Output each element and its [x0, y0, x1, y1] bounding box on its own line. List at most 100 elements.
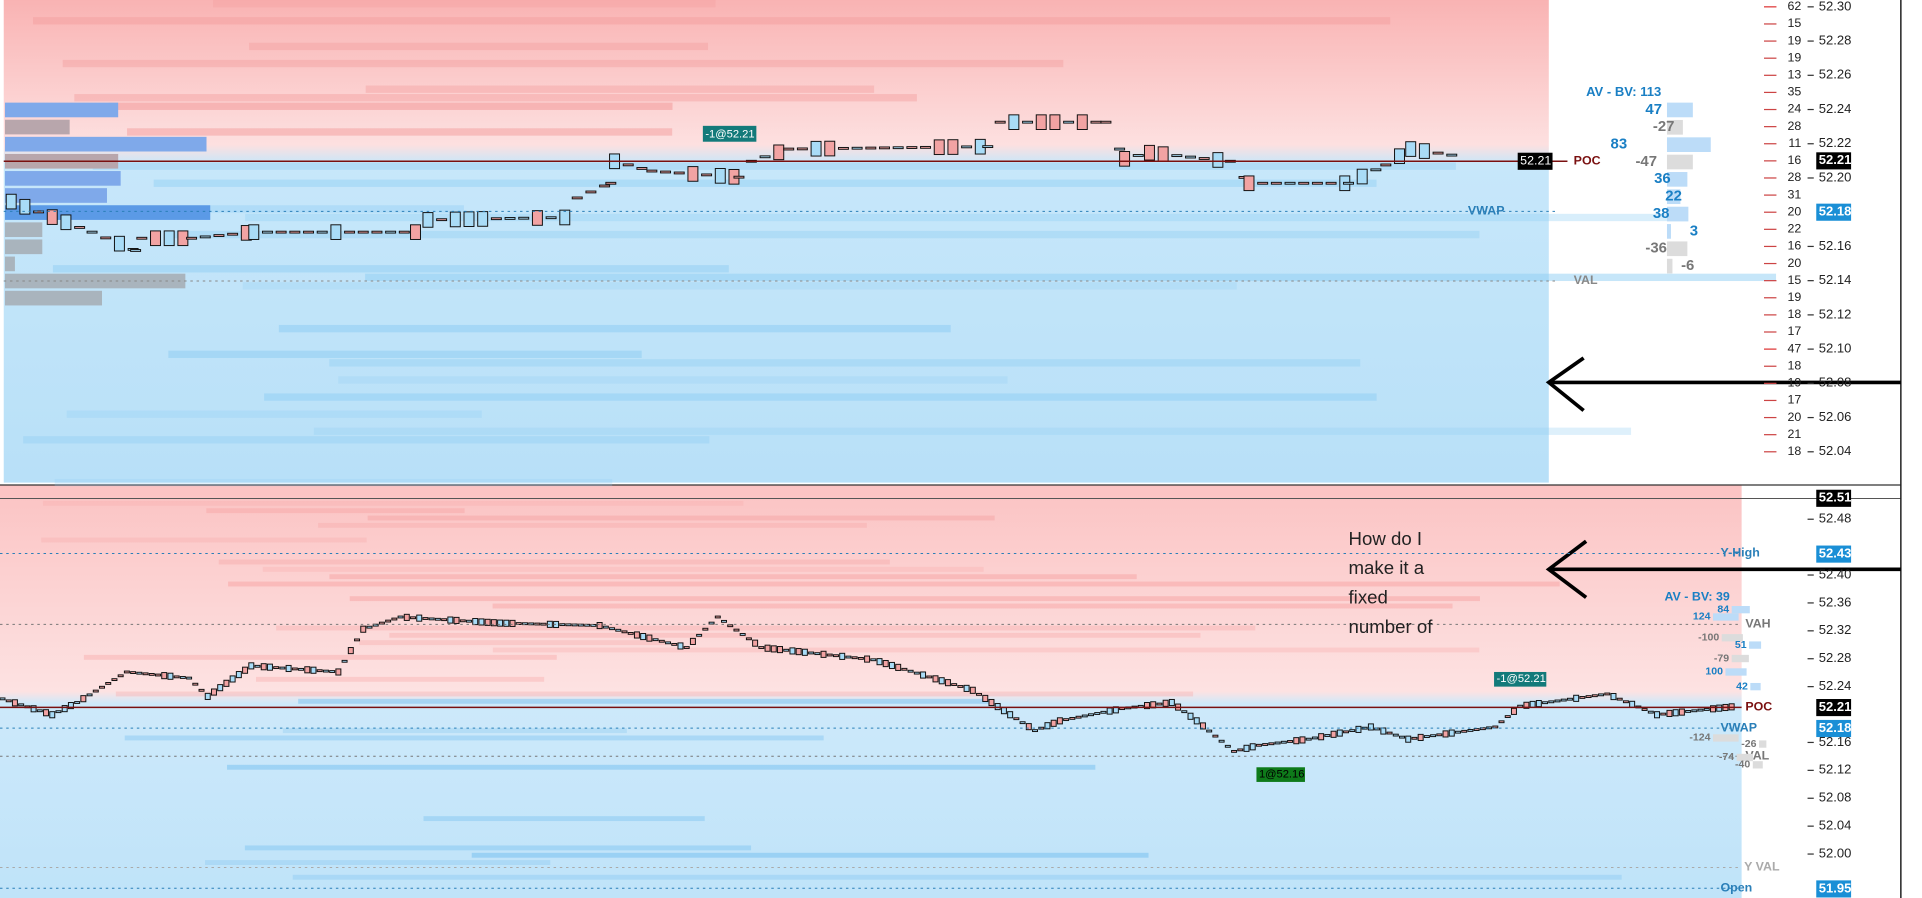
candle — [504, 217, 516, 220]
candle — [1013, 717, 1020, 721]
candle — [466, 619, 472, 623]
candle — [795, 648, 802, 656]
candle — [596, 622, 603, 630]
candle — [913, 671, 920, 675]
candle — [801, 648, 808, 656]
candle — [976, 692, 983, 696]
candle — [484, 618, 491, 626]
delta-bar — [1759, 740, 1767, 748]
candle — [702, 627, 709, 631]
arrow-head — [1545, 356, 1585, 412]
volume-value: 19 — [1788, 376, 1802, 390]
candle — [229, 675, 236, 683]
candle — [1685, 710, 1692, 713]
candle — [261, 230, 273, 234]
delta-bar — [1752, 761, 1763, 769]
candles — [0, 114, 1735, 753]
candle — [329, 670, 336, 673]
candle — [636, 167, 648, 170]
candle — [1168, 698, 1175, 707]
heat-stripe — [213, 0, 716, 8]
candle — [1257, 181, 1269, 185]
candle — [130, 249, 142, 252]
candle — [571, 196, 583, 200]
candle — [1198, 157, 1210, 160]
annotation-text: How do I — [1349, 528, 1423, 549]
candle — [609, 627, 616, 631]
candle — [80, 695, 87, 703]
candle — [687, 166, 699, 182]
candle — [652, 638, 659, 642]
delta-value: -47 — [1635, 154, 1657, 170]
volume-value: 47 — [1788, 341, 1802, 355]
candle — [18, 703, 25, 707]
candle — [988, 698, 995, 707]
delta-bar — [1666, 137, 1711, 152]
candle — [105, 682, 112, 685]
candle — [745, 637, 752, 641]
candle — [627, 631, 634, 635]
candle — [783, 147, 795, 151]
price-box-label: 52.18 — [1819, 204, 1852, 219]
candle — [19, 198, 31, 215]
volume-value: 28 — [1788, 170, 1802, 184]
price-box — [1816, 152, 1852, 170]
candle — [870, 658, 877, 662]
candle — [826, 653, 833, 657]
candle — [1330, 730, 1337, 738]
candle — [1081, 714, 1088, 718]
candle — [357, 230, 369, 234]
candle — [837, 146, 849, 150]
candle — [1075, 715, 1082, 719]
candle — [223, 679, 230, 687]
price-tick-label: 52.08 — [1819, 790, 1852, 805]
heat-stripe — [329, 359, 1361, 367]
candle — [1629, 700, 1636, 708]
candle — [449, 211, 461, 228]
candle — [1007, 711, 1014, 719]
candle — [1461, 729, 1468, 733]
candle — [179, 676, 186, 679]
heat-stripe — [492, 603, 1453, 609]
candle — [1504, 715, 1511, 718]
price-tick-label: 52.08 — [1819, 375, 1852, 390]
volume-value: 62 — [1788, 0, 1802, 13]
heat-stripe — [365, 85, 875, 93]
candle — [360, 625, 367, 633]
candle — [1008, 114, 1020, 130]
candle — [808, 651, 815, 655]
candle — [1076, 114, 1088, 130]
candle — [416, 614, 423, 622]
candle — [665, 641, 672, 645]
profile-bar — [4, 290, 103, 306]
candle — [186, 676, 193, 680]
price-box — [1816, 699, 1852, 717]
candle — [1498, 720, 1505, 724]
delta-bar — [1750, 682, 1761, 691]
candle — [982, 694, 989, 702]
candle — [1535, 700, 1542, 708]
candle — [150, 230, 161, 247]
candle — [1212, 734, 1219, 738]
candle — [148, 673, 155, 676]
candle — [5, 193, 17, 210]
heat-stripe — [33, 17, 1391, 25]
heat-stripe — [282, 728, 627, 734]
candle — [1237, 748, 1244, 752]
candle — [951, 683, 958, 686]
candle — [789, 647, 796, 655]
candle — [994, 120, 1006, 124]
volume-value: 19 — [1788, 51, 1802, 65]
candle — [1318, 733, 1325, 741]
price-box-label: 52.51 — [1819, 490, 1852, 505]
candle — [459, 619, 466, 623]
price-tick-label: 52.16 — [1819, 734, 1852, 749]
candle — [1162, 699, 1169, 707]
candle — [1554, 699, 1561, 703]
candle — [646, 169, 658, 173]
candle — [1510, 707, 1517, 715]
candle — [275, 230, 287, 234]
heat-stripe — [349, 596, 1480, 602]
candle — [1355, 725, 1362, 733]
candle — [0, 697, 6, 701]
